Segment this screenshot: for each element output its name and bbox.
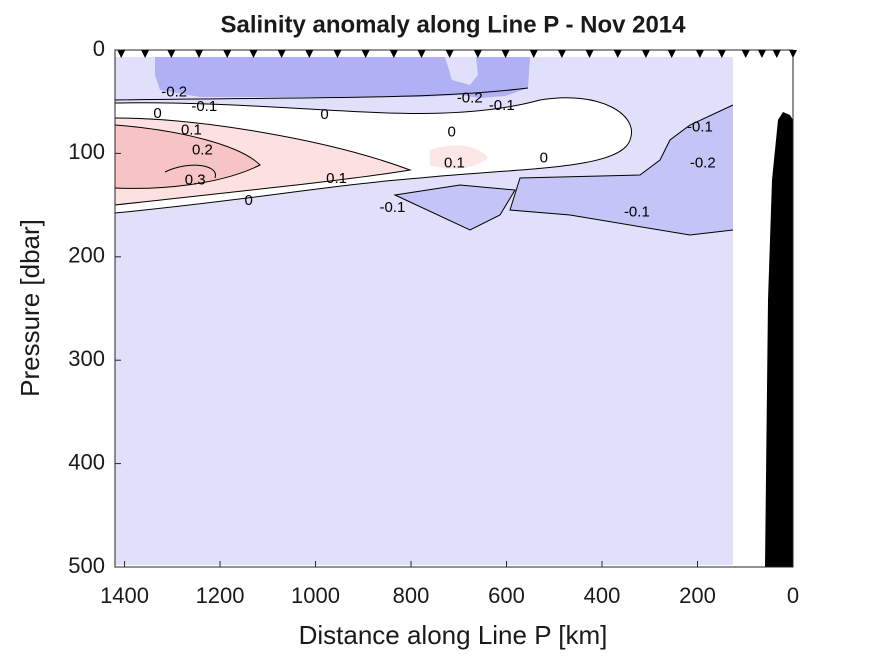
- contour-label: -0.2: [457, 90, 483, 107]
- station-marker: [361, 50, 370, 58]
- chart-title: Salinity anomaly along Line P - Nov 2014: [220, 11, 686, 38]
- contour-label: -0.1: [191, 98, 217, 115]
- station-marker: [195, 50, 204, 58]
- negative-region: [155, 57, 530, 98]
- station-marker: [585, 50, 594, 58]
- contour-label: 0: [447, 124, 455, 141]
- contour-line: [509, 104, 734, 236]
- y-tick-label: 300: [68, 346, 105, 371]
- contour-label: 0.3: [185, 171, 206, 188]
- station-marker: [641, 50, 650, 58]
- station-marker: [417, 50, 426, 58]
- positive-region: [430, 145, 488, 169]
- station-marker: [529, 50, 538, 58]
- x-tick-label: 800: [393, 583, 430, 608]
- seafloor: [765, 112, 793, 567]
- station-marker: [557, 50, 566, 58]
- station-marker: [613, 50, 622, 58]
- station-marker: [167, 50, 176, 58]
- contour-label: -0.1: [379, 199, 405, 216]
- station-marker: [501, 50, 510, 58]
- contour-label: 0: [245, 192, 253, 209]
- contour-line: [114, 117, 412, 206]
- contour-line: [114, 97, 632, 214]
- x-tick-label: 1200: [196, 583, 245, 608]
- contour-label: -0.2: [690, 155, 716, 172]
- station-marker: [695, 50, 704, 58]
- contour-label: 0.1: [444, 155, 465, 172]
- y-tick-label: 100: [68, 139, 105, 164]
- negative-region: [395, 185, 515, 230]
- contour-label: 0.2: [192, 141, 213, 158]
- station-marker: [249, 50, 258, 58]
- y-tick-label: 200: [68, 243, 105, 268]
- station-marker: [667, 50, 676, 58]
- station-marker: [277, 50, 286, 58]
- station-marker: [223, 50, 232, 58]
- station-marker: [117, 50, 126, 58]
- contour-line: [164, 164, 216, 179]
- y-tick-label: 400: [68, 449, 105, 474]
- x-tick-label: 600: [488, 583, 525, 608]
- station-marker: [789, 50, 797, 58]
- plot-frame: [114, 49, 794, 568]
- contour-label: -0.1: [489, 97, 515, 114]
- station-marker: [445, 50, 454, 58]
- station-marker: [717, 50, 726, 58]
- station-marker: [141, 50, 150, 58]
- contour-label: 0: [540, 150, 548, 167]
- contour-label: -0.1: [624, 203, 650, 220]
- contour-line: [114, 87, 529, 101]
- station-marker: [473, 50, 482, 58]
- station-marker: [772, 50, 781, 58]
- contour-label: 0: [320, 106, 328, 123]
- positive-region: [115, 125, 260, 189]
- contour-label: 0: [153, 105, 161, 122]
- contour-label: -0.1: [687, 119, 713, 136]
- contour-label: 0.1: [326, 170, 347, 187]
- contour-label: 0.1: [181, 122, 202, 139]
- y-axis-label: Pressure [dbar]: [15, 219, 45, 397]
- station-marker: [305, 50, 314, 58]
- x-tick-label: 400: [584, 583, 621, 608]
- station-marker: [757, 50, 766, 58]
- negative-region: [510, 105, 733, 235]
- contour-field: [114, 50, 795, 567]
- station-marker: [741, 50, 750, 58]
- x-tick-label: 1000: [291, 583, 340, 608]
- contour-line: [114, 124, 261, 189]
- station-marker: [389, 50, 398, 58]
- x-tick-label: 0: [787, 583, 799, 608]
- y-tick-label: 0: [93, 36, 105, 61]
- x-tick-label: 1400: [100, 583, 149, 608]
- contour-line: [393, 184, 516, 231]
- y-tick-label: 500: [68, 553, 105, 578]
- x-tick-label: 200: [679, 583, 716, 608]
- station-marker: [333, 50, 342, 58]
- x-axis-label: Distance along Line P [km]: [299, 620, 608, 650]
- contour-label: -0.2: [161, 83, 187, 100]
